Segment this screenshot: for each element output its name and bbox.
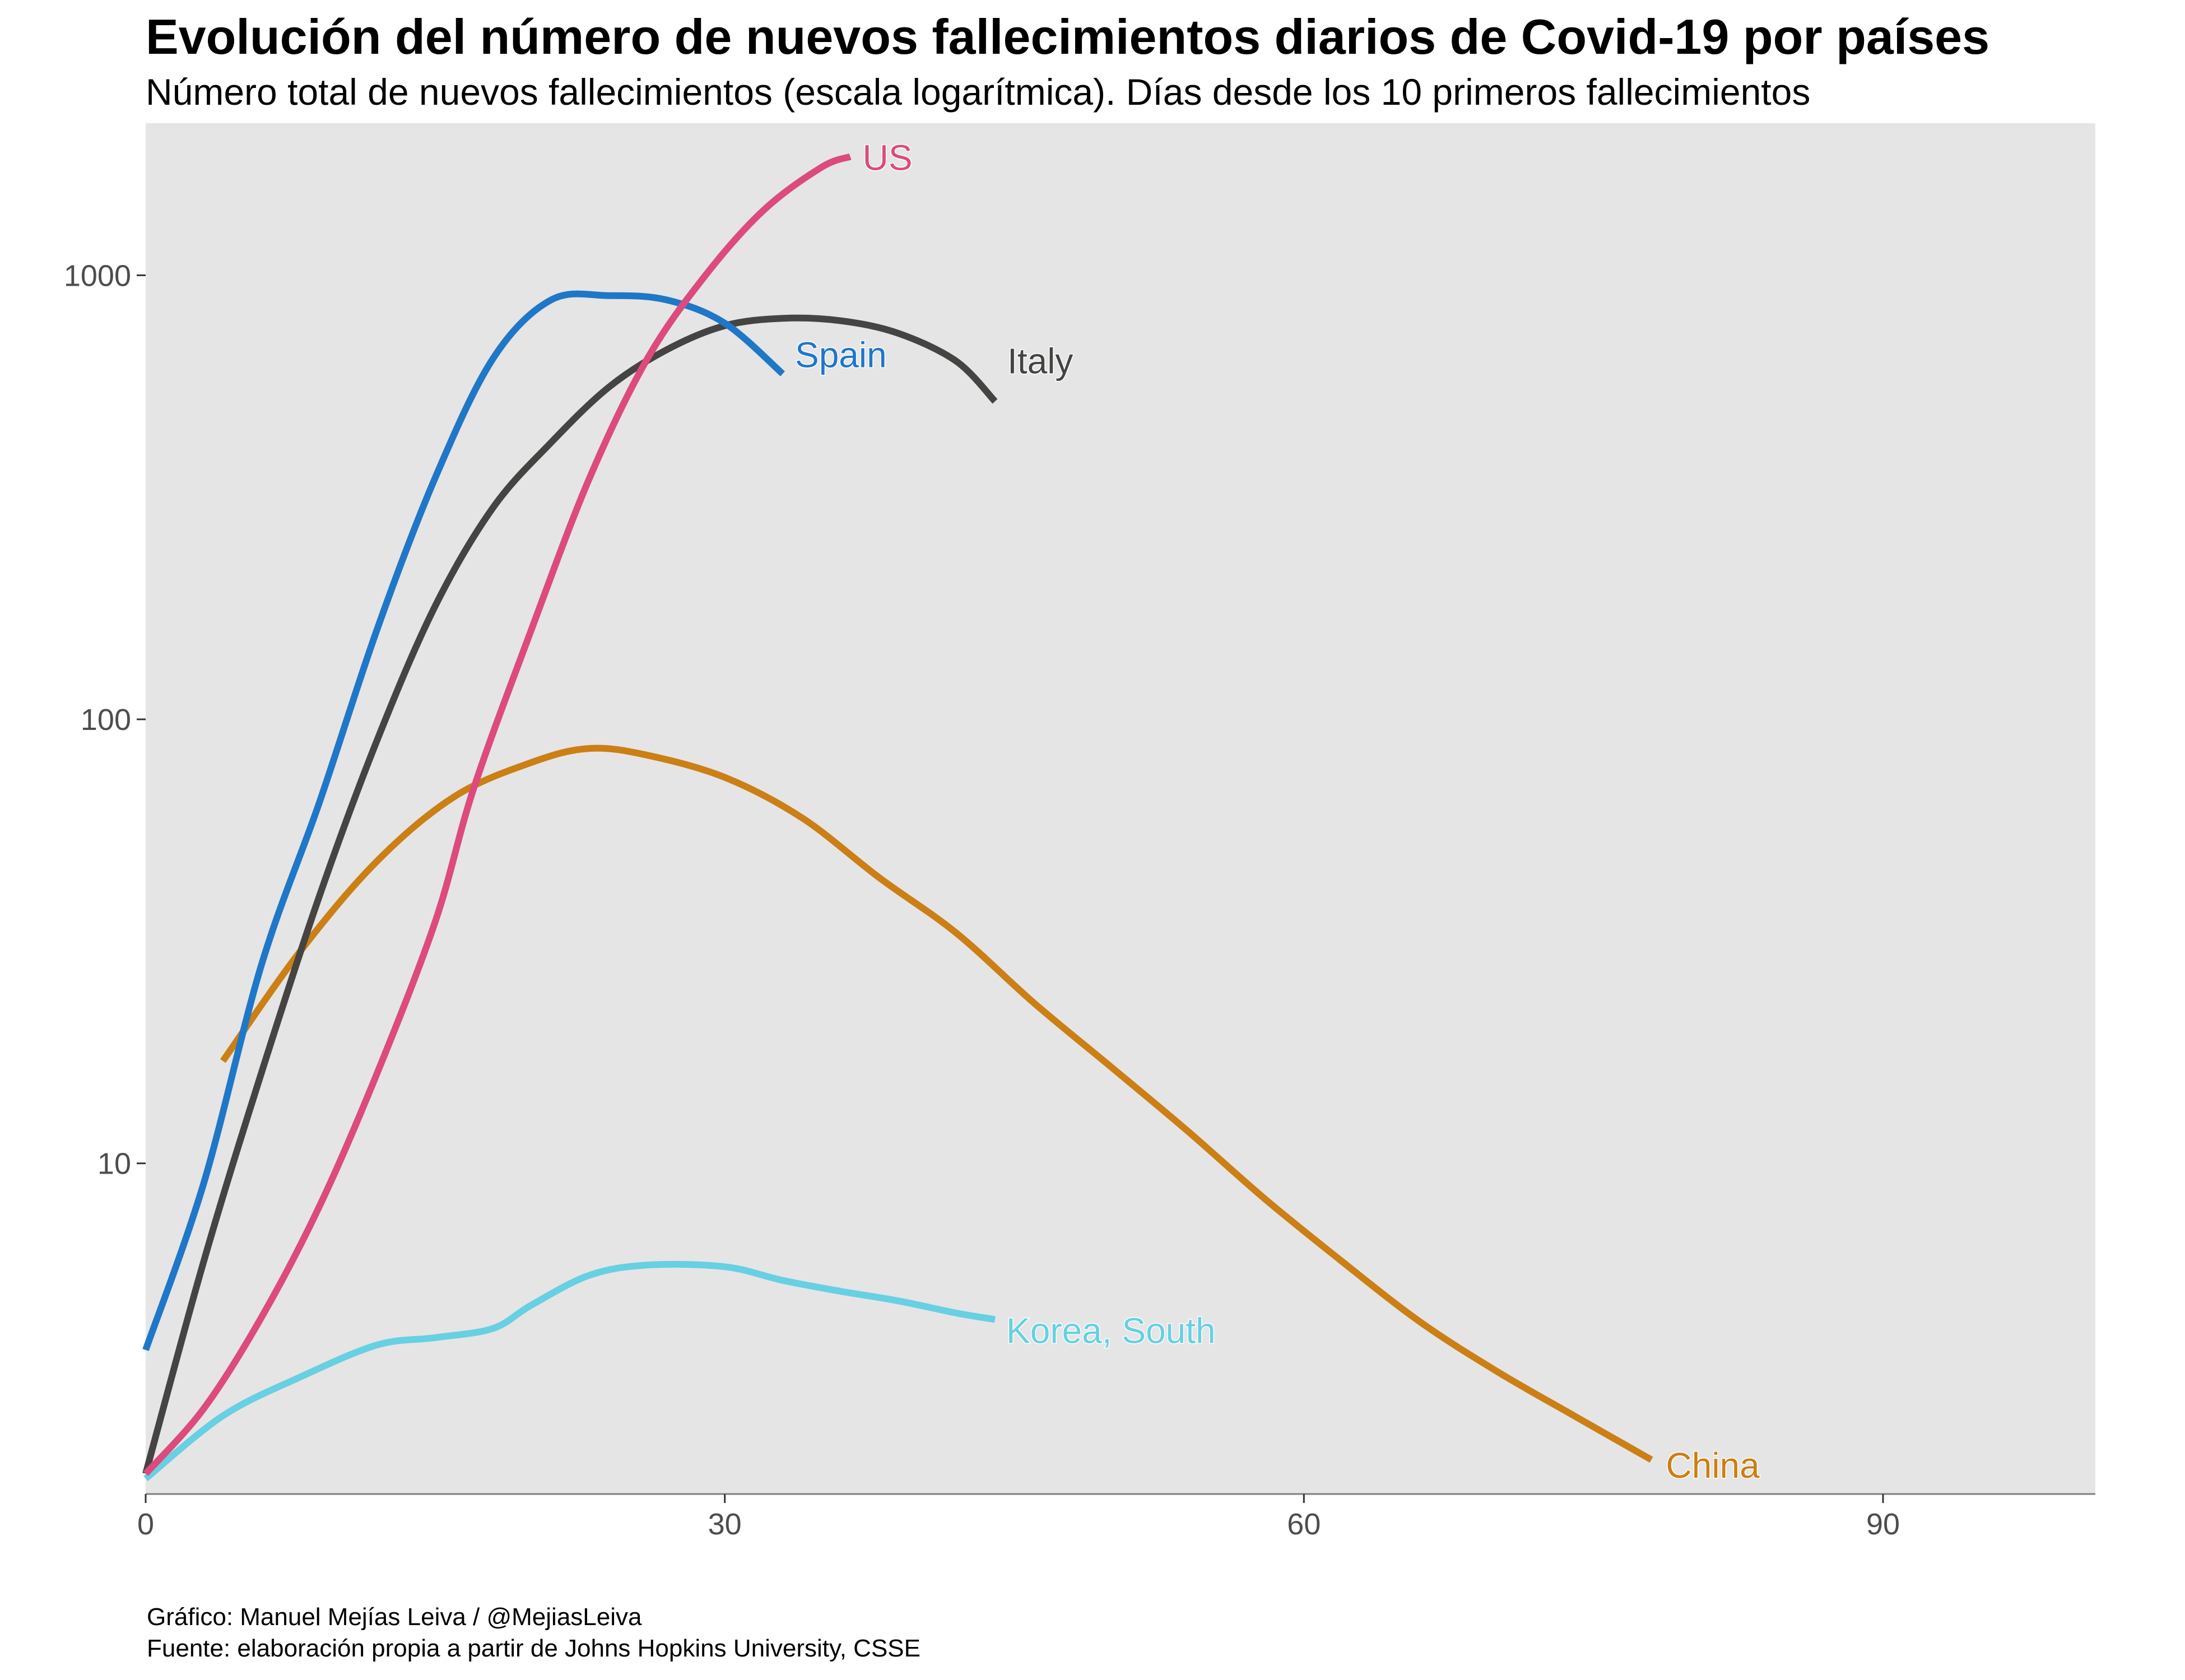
caption-credit: Gráfico: Manuel Mejías Leiva / @MejiasLe… — [147, 1603, 642, 1631]
series-label-china: China — [1666, 1445, 1760, 1486]
chart-title: Evolución del número de nuevos fallecimi… — [146, 9, 1990, 64]
series-line-us — [143, 153, 852, 1476]
axes: 0 30 60 90 10 100 1000 — [64, 259, 2095, 1541]
caption-source: Fuente: elaboración propia a partir de J… — [147, 1635, 921, 1662]
series-labels: China Korea, South Italy Spain US — [794, 137, 1761, 1486]
x-tick-label: 0 — [137, 1507, 154, 1541]
x-tick-label: 60 — [1287, 1507, 1321, 1541]
y-tick-label: 100 — [81, 703, 131, 737]
x-tick-label: 30 — [708, 1507, 742, 1541]
series-label-spain: Spain — [795, 334, 887, 375]
y-tick-label: 1000 — [64, 259, 131, 292]
series-line-italy — [142, 314, 998, 1475]
series-lines — [142, 153, 1653, 1482]
series-label-italy: Italy — [1007, 341, 1073, 381]
x-tick-label: 90 — [1866, 1507, 1900, 1541]
series-line-china — [220, 744, 1653, 1463]
series-line-spain — [142, 290, 785, 1351]
series-label-korea-south: Korea, South — [1006, 1310, 1216, 1351]
series-line-korea-south — [143, 1260, 996, 1482]
series-label-us: US — [863, 138, 913, 178]
y-tick-label: 10 — [97, 1147, 131, 1181]
chart-subtitle: Número total de nuevos fallecimientos (e… — [146, 71, 1811, 113]
